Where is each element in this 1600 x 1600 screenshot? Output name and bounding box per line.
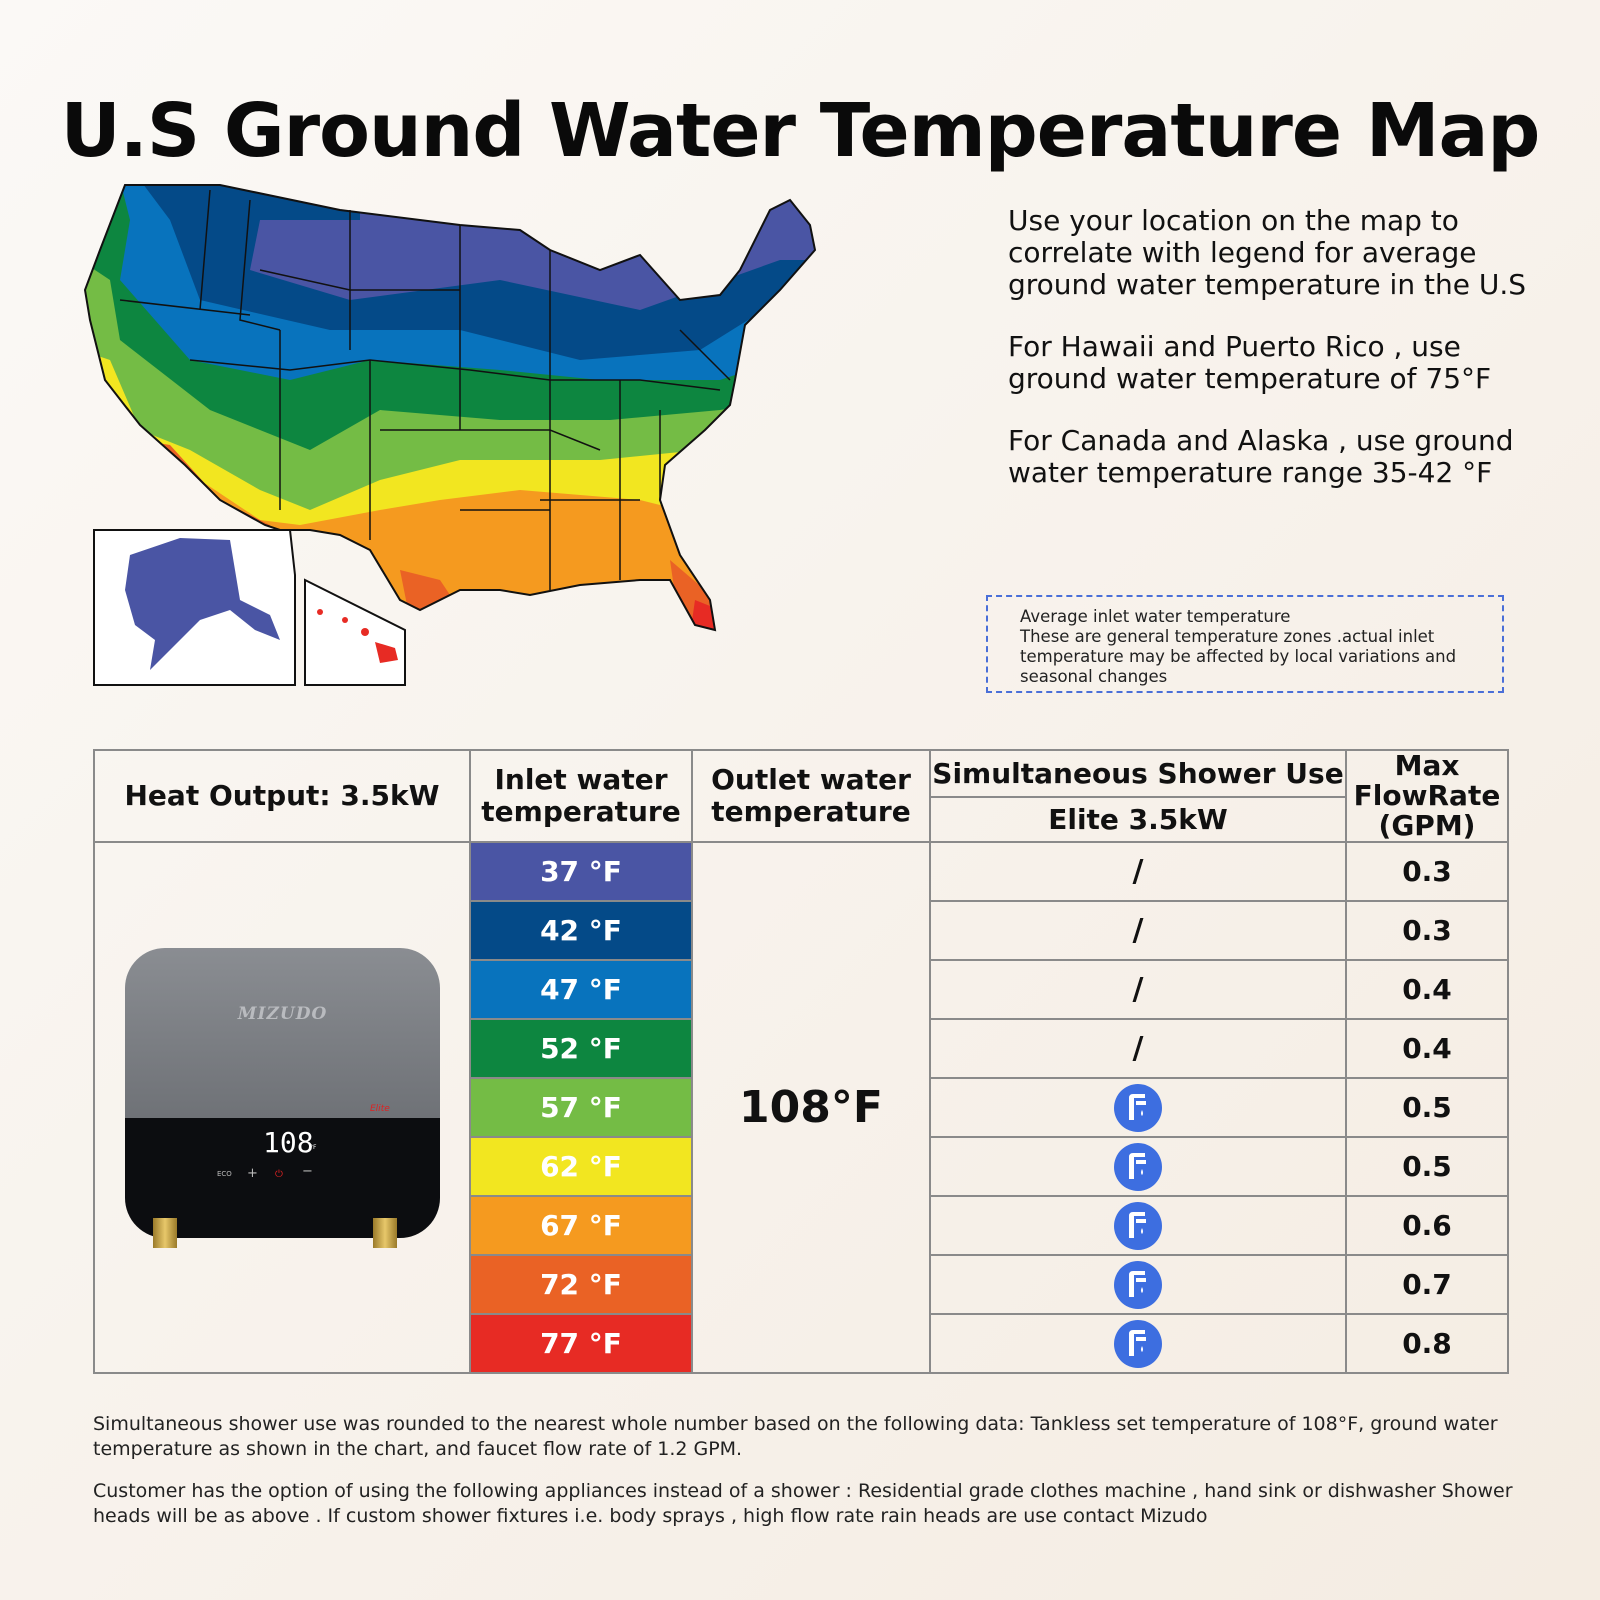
shower-use-cell xyxy=(929,1254,1347,1315)
alaska-inset xyxy=(93,529,296,686)
instruction-hawaii: For Hawaii and Puerto Rico , use ground … xyxy=(1008,330,1492,395)
table-row: 67 °F 0.6 xyxy=(94,1195,1509,1256)
inlet-temp-cell: 72 °F xyxy=(469,1254,693,1315)
spec-table: Heat Output: 3.5kW Inlet water temperatu… xyxy=(93,748,1509,1374)
inlet-temp-cell: 62 °F xyxy=(469,1136,693,1197)
inlet-temp-cell: 37 °F xyxy=(469,841,693,902)
note-title: Average inlet water temperature xyxy=(1020,607,1291,626)
inlet-temp-cell: 77 °F xyxy=(469,1313,693,1374)
not-supported-mark: / xyxy=(1132,913,1144,948)
inlet-temp-cell: 57 °F xyxy=(469,1077,693,1138)
footnote-rounding: Simultaneous shower use was rounded to t… xyxy=(93,1413,1498,1460)
flowrate-cell: 0.8 xyxy=(1345,1313,1509,1374)
shower-icon xyxy=(1114,1083,1162,1132)
heater-display: 108 xyxy=(263,1126,314,1159)
heater-plus-icon: + xyxy=(247,1166,258,1181)
table-row: 72 °F 0.7 xyxy=(94,1254,1509,1315)
instruction-canada: For Canada and Alaska , use ground water… xyxy=(1008,424,1514,489)
shower-icon xyxy=(1114,1142,1162,1191)
table-row: 37 °F 108°F/0.3 xyxy=(93,841,1509,1374)
heater-outlet-fitting xyxy=(373,1218,397,1248)
outlet-temp-value: 108°F xyxy=(691,841,931,1374)
shower-use-cell xyxy=(929,1136,1347,1197)
flowrate-cell: 0.3 xyxy=(1345,900,1509,961)
shower-use-cell xyxy=(929,1313,1347,1374)
heater-unit: °F xyxy=(310,1144,317,1151)
hawaii-inset xyxy=(304,578,406,686)
inlet-temp-header: Inlet water temperature xyxy=(469,749,693,843)
flowrate-cell: 0.4 xyxy=(1345,1018,1509,1079)
inlet-temp-cell: 47 °F xyxy=(469,959,693,1020)
table-row: 42 °F / 0.3 xyxy=(94,900,1509,961)
shower-use-cell xyxy=(929,1195,1347,1256)
instruction-location: Use your location on the map to correlat… xyxy=(1008,204,1526,301)
heater-product-image: MIZUDO Elite 108 °F ECO ⏻ + − xyxy=(125,948,440,1253)
not-supported-mark: / xyxy=(1132,972,1144,1007)
heater-brand: MIZUDO xyxy=(237,1004,328,1024)
flowrate-cell: 0.7 xyxy=(1345,1254,1509,1315)
not-supported-mark: / xyxy=(1132,854,1144,889)
heater-minus-icon: − xyxy=(302,1164,313,1179)
heat-output-header: Heat Output: 3.5kW xyxy=(93,749,471,843)
shower-icon xyxy=(1114,1319,1162,1368)
flowrate-header: Max FlowRate (GPM) xyxy=(1345,749,1509,843)
shower-use-cell: / xyxy=(929,841,1347,902)
flowrate-cell: 0.6 xyxy=(1345,1195,1509,1256)
inlet-temp-cell: 67 °F xyxy=(469,1195,693,1256)
flowrate-cell: 0.3 xyxy=(1345,841,1509,902)
shower-use-header: Simultaneous Shower Use xyxy=(929,748,1347,799)
flowrate-cell: 0.5 xyxy=(1345,1077,1509,1138)
not-supported-mark: / xyxy=(1132,1031,1144,1066)
heater-power-icon: ⏻ xyxy=(275,1169,283,1180)
inlet-temp-cell: 42 °F xyxy=(469,900,693,961)
page-title: U.S Ground Water Temperature Map xyxy=(60,88,1541,174)
table-row: 62 °F 0.5 xyxy=(94,1136,1509,1197)
shower-use-cell xyxy=(929,1077,1347,1138)
flowrate-cell: 0.4 xyxy=(1345,959,1509,1020)
inlet-temp-cell: 52 °F xyxy=(469,1018,693,1079)
shower-use-cell: / xyxy=(929,959,1347,1020)
us-temperature-map xyxy=(80,180,840,700)
map-instructions: Use your location on the map to correlat… xyxy=(1008,205,1528,519)
note-body: These are general temperature zones .act… xyxy=(1020,627,1457,686)
table-row: 77 °F 0.8 xyxy=(94,1313,1509,1374)
outlet-temp-header: Outlet water temperature xyxy=(691,749,931,843)
heater-badge: Elite xyxy=(370,1104,390,1114)
table-row: 47 °F / 0.4 xyxy=(94,959,1509,1020)
model-header: Elite 3.5kW xyxy=(929,796,1347,843)
shower-icon xyxy=(1114,1260,1162,1309)
state-borders xyxy=(119,189,731,590)
heater-eco-label: ECO xyxy=(217,1170,232,1178)
table-row: 52 °F / 0.4 xyxy=(94,1018,1509,1079)
shower-use-cell: / xyxy=(929,900,1347,961)
heater-inlet-fitting xyxy=(153,1218,177,1248)
shower-use-cell: / xyxy=(929,1018,1347,1079)
footnote-appliances: Customer has the option of using the fol… xyxy=(93,1480,1513,1527)
disclaimer-note: Average inlet water temperature These ar… xyxy=(986,595,1504,693)
flowrate-cell: 0.5 xyxy=(1345,1136,1509,1197)
table-row: 57 °F 0.5 xyxy=(94,1077,1509,1138)
shower-icon xyxy=(1114,1201,1162,1250)
